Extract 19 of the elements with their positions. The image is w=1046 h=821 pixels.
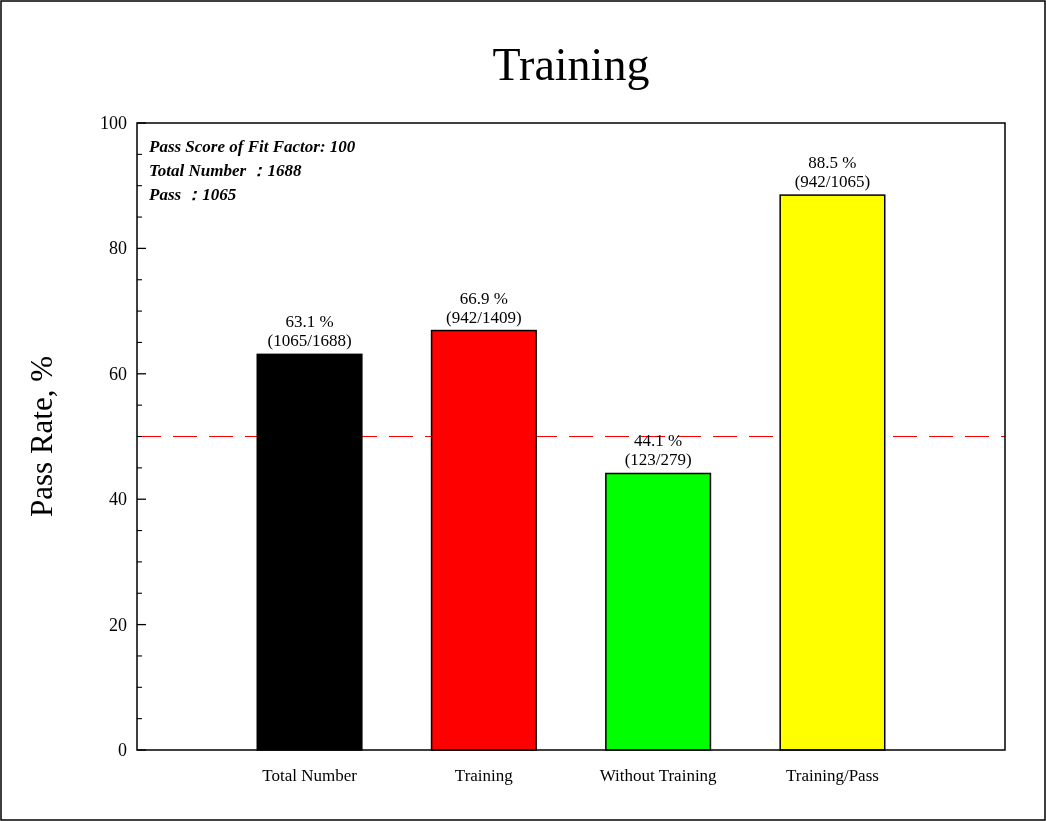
y-axis-title: Pass Rate, %	[24, 355, 59, 518]
data-label: 66.9 % (942/1409)	[446, 288, 522, 327]
data-label: 63.1 % (1065/1688)	[267, 312, 352, 351]
y-tick-label: 0	[118, 740, 127, 760]
annotation: Pass Score of Fit Factor: 100	[148, 137, 356, 156]
chart-title: Training	[492, 39, 650, 90]
data-label: 88.5 % (942/1065)	[794, 153, 871, 192]
y-tick-label: 20	[109, 614, 127, 635]
annotation: Pass ：1065	[148, 185, 237, 204]
y-tick-label: 80	[109, 238, 127, 259]
y-tick-label: 40	[109, 489, 127, 510]
x-tick-label: Without Training	[599, 766, 718, 785]
data-label: 44.1 % (123/279)	[624, 431, 692, 470]
y-tick-label: 100	[100, 113, 127, 133]
y-tick-label: 60	[109, 363, 127, 384]
x-tick-label: Total Number	[262, 766, 358, 785]
annotation: Total Number ：1688	[149, 161, 302, 180]
x-tick-label: Training/Pass	[785, 766, 879, 785]
x-tick-label: Training	[454, 766, 514, 785]
